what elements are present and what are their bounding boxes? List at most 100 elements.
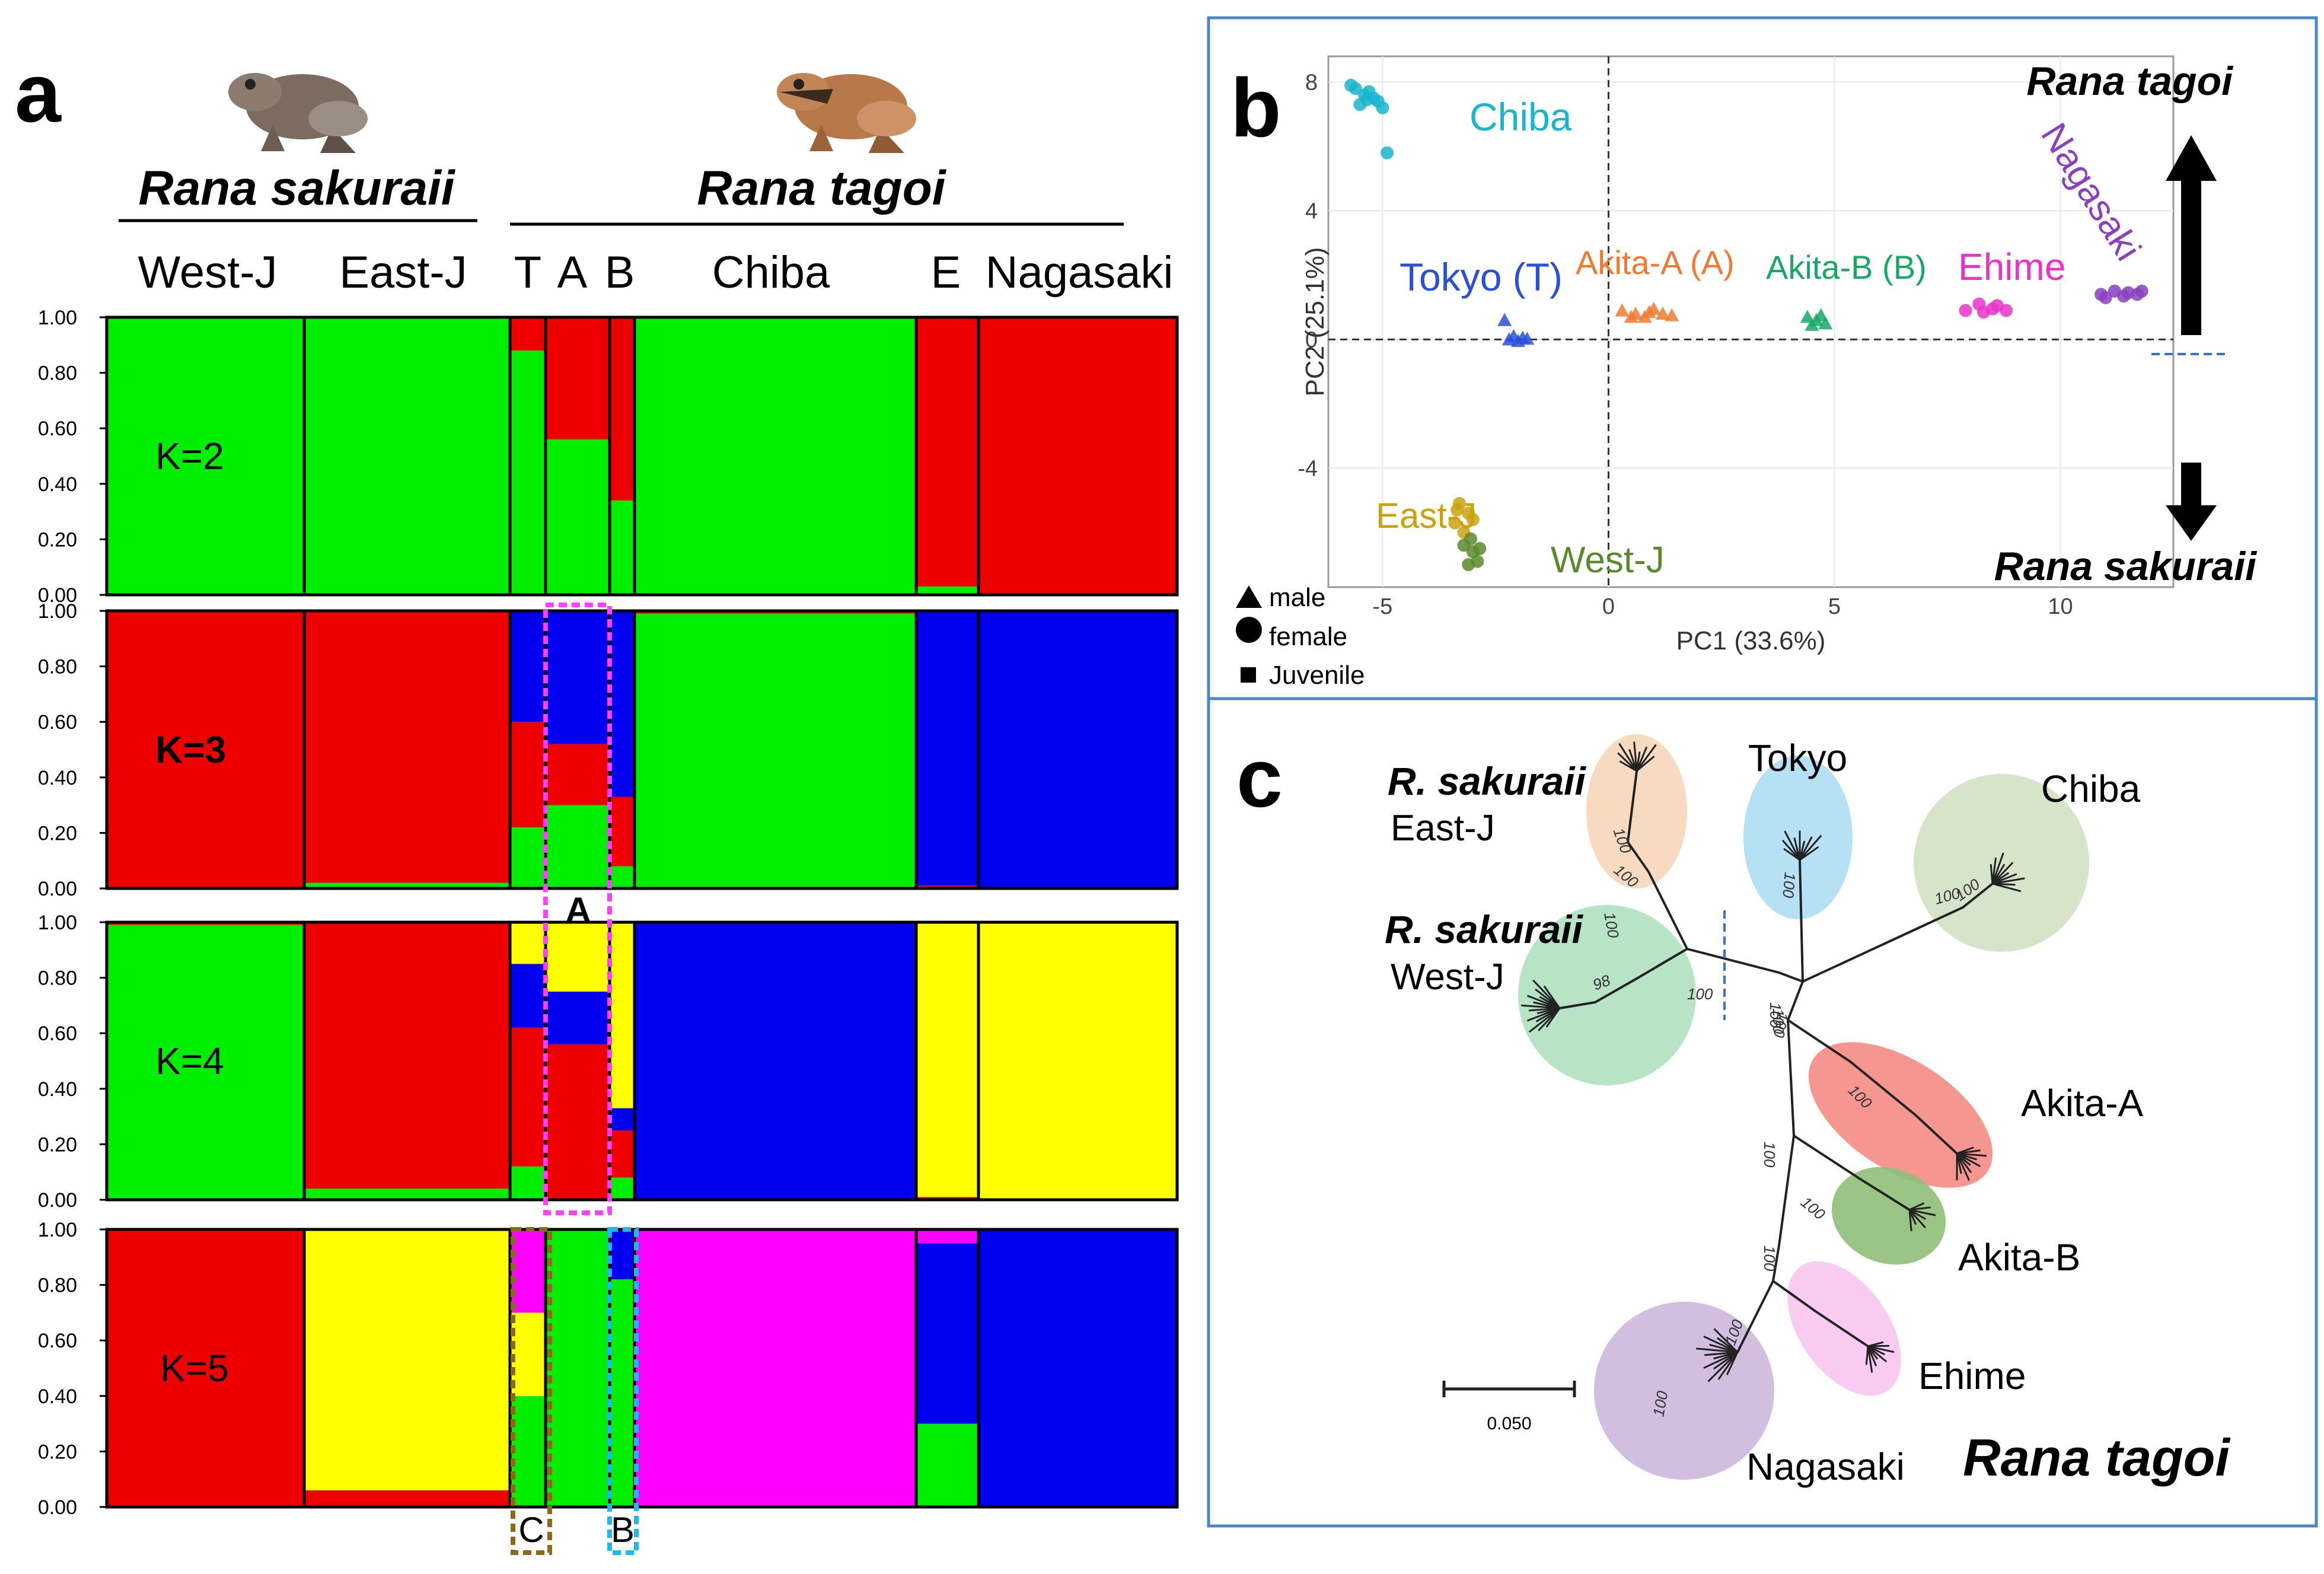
tree-tip-branch [1696,1347,1738,1353]
pca-point [1360,93,1373,107]
legend-female: female [1269,622,1347,651]
structure-bar-segment [107,925,304,1200]
pca-x-tick-label: 10 [2048,594,2073,619]
tree-tip-branch [1543,985,1561,1009]
population-label: West-J [138,247,277,298]
tree-tip-branch [1908,1209,1912,1231]
structure-bar-segment [107,611,304,888]
pca-x-label: PC1 (33.6%) [1676,626,1826,655]
clade-akita-a-ellipse [1808,1042,1993,1188]
pca-point [1805,317,1819,331]
structure-tick-label: 0.00 [38,1496,77,1519]
structure-bar-segment [916,1229,978,1244]
structure-bar-segment [304,882,510,888]
tree-branch-ehime [1772,1280,1869,1347]
structure-bar-segment [978,1229,1177,1507]
pca-point [1473,541,1487,555]
structure-bar-segment [635,613,916,888]
species-label-tagoi: Rana tagoi [697,161,946,215]
population-label: T [514,247,541,298]
pca-point [1501,332,1516,346]
pca-x-tick-label: 0 [1602,594,1615,619]
structure-k-label: K=2 [155,435,224,477]
clade-akita-b-ellipse [1831,1167,1946,1265]
bootstrap-value: 100 [1761,1245,1778,1272]
tree-tip-branch [1992,873,2017,885]
tree-tip-branch [1781,839,1801,861]
panel-b: b -5 0 5 10 8 4 0 -4 PC1 (33.6%) PC2 (25.1%) Chiba… [1230,55,2258,690]
pca-y-label: PC2 (25.1%) [1300,247,1330,397]
scale-bar: 0.050 [1442,1381,1576,1433]
structure-tick-label: 0.60 [38,1330,77,1352]
structure-bar-segment [916,922,978,1197]
structure-bar-segment [546,317,610,439]
structure-bar-segment [610,1130,635,1178]
structure-bar-segment [546,992,610,1044]
tree-tip-branch [1636,756,1655,772]
bootstrap-value: 100 [1761,1142,1778,1168]
structure-tick-label: 0.20 [38,1133,77,1156]
structure-bar-segment [610,317,635,501]
tree-tip-branch [1867,1345,1887,1363]
structure-bar-segment [510,351,546,595]
structure-tick-label: 0.00 [38,878,77,900]
tree-tip-branch [1865,1346,1869,1365]
pca-group-label: Ehime [1958,246,2065,288]
pca-y-tick-label: 0 [1305,327,1318,352]
tree-label-nagasaki: Nagasaki [1746,1445,1905,1488]
structure-bar-segment [610,500,635,595]
structure-bar-segment [610,611,635,797]
tree-branch-akita-b [1793,1135,1911,1211]
tree-label-akita-a: Akita-A [2021,1082,2144,1124]
highlight-box-b [607,1227,639,1555]
structure-bar-segment [610,796,635,866]
pca-plot-area [1327,55,2175,588]
structure-bar-segment [304,317,510,595]
structure-tick-label: 1.00 [38,912,77,934]
tree-tip-branch [1799,846,1819,861]
structure-bar-segment [610,1279,635,1507]
structure-tick-label: 0.20 [38,1441,77,1463]
panel-c-frame [1207,697,2318,1528]
tree-tip-branch [1521,1004,1560,1009]
pca-y-tick-label: 8 [1305,70,1318,95]
population-label: B [605,247,635,298]
tree-tip-branch [1867,1345,1895,1353]
structure-bar-segment [107,317,304,595]
structure-bar-segment [916,1243,978,1424]
bootstrap-value: 100 [1779,871,1799,898]
structure-tick-label: 0.60 [38,711,77,734]
pca-point [2131,288,2144,301]
pca-point [1497,313,1512,326]
tree-tip-branch [1799,836,1813,861]
population-label: Chiba [712,247,830,298]
legend-juvenile: Juvenile [1269,661,1365,690]
structure-bar-segment [546,439,610,595]
tree-tip-branch [1991,852,2004,884]
structure-bar-segment [610,866,635,888]
panel-b-label: b [1230,61,1281,154]
pca-point [1990,299,2004,313]
structure-bar-segment [916,1423,978,1507]
tree-tip-branch [1991,862,2014,885]
pca-y-tick-label: -4 [1298,456,1318,481]
structure-bar-segment [304,611,510,883]
tree-tip-branch [1784,830,1801,861]
pca-group-label: Akita-B (B) [1766,248,1927,286]
structure-bar-segment [510,1229,546,1313]
pca-point [1376,101,1389,114]
structure-tick-label: 0.80 [38,362,77,385]
pca-point [1646,301,1661,315]
pca-point [1381,146,1394,160]
pca-label-sakuraii: Rana sakuraii [1994,544,2258,589]
structure-bar-segment [978,922,1177,1200]
pca-point [1959,304,1972,317]
tree-tip-branch [1636,744,1657,772]
tree-tip-branch [1636,746,1648,772]
structure-bar-segment [510,827,546,888]
structure-bar-segment [510,964,546,1028]
bootstrap-value: 100 [1797,1193,1829,1223]
pca-group-label: West-J [1551,540,1665,581]
population-label: A [557,247,588,298]
population-label: Nagasaki [986,247,1174,298]
